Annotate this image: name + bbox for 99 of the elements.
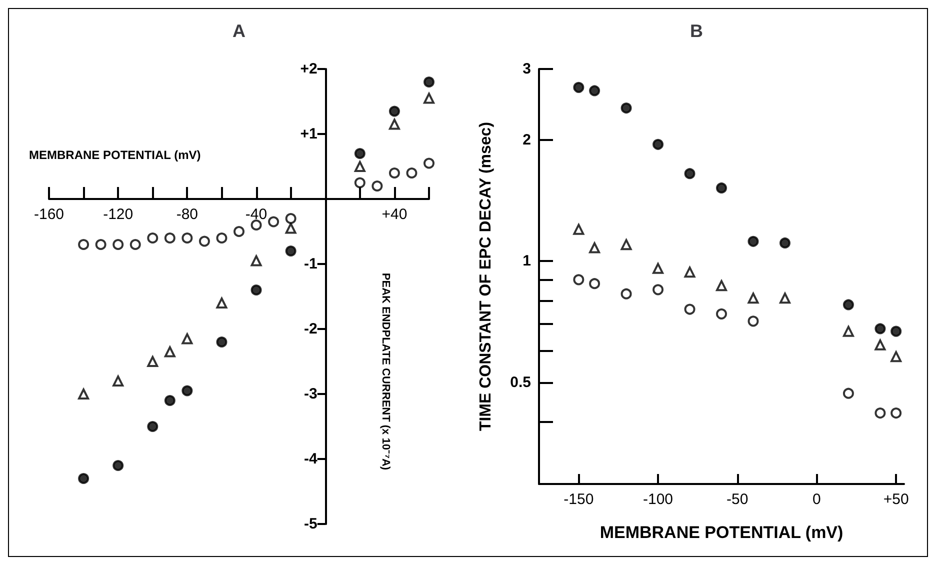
point: [354, 161, 366, 172]
point: [182, 232, 193, 244]
point: [748, 236, 759, 247]
point: [164, 346, 176, 358]
y-tick-label: -2: [304, 320, 318, 338]
y-tick-label: -4: [304, 450, 318, 468]
point: [285, 222, 296, 234]
point: [652, 284, 664, 296]
point: [372, 180, 383, 192]
point: [874, 339, 886, 350]
point: [250, 284, 262, 296]
point: [842, 388, 854, 399]
x-tick-label: -150: [564, 491, 594, 508]
y-tick-label: 1: [522, 252, 531, 270]
point: [95, 239, 106, 250]
point: [164, 395, 176, 406]
point: [182, 333, 193, 344]
point: [620, 288, 632, 300]
point: [573, 82, 584, 93]
point: [779, 237, 790, 248]
point: [874, 408, 886, 419]
point: [842, 326, 854, 337]
point: [78, 388, 90, 400]
point: [78, 239, 90, 250]
y-tick-label: 0.5: [510, 374, 531, 392]
point: [147, 356, 158, 367]
point: [388, 118, 400, 130]
point: [354, 148, 366, 159]
point: [652, 138, 664, 150]
y-tick-label: -1: [304, 256, 318, 272]
point: [573, 224, 584, 235]
point: [198, 236, 210, 247]
x-tick-label: -160: [34, 206, 64, 223]
point: [182, 385, 193, 396]
point: [748, 316, 759, 327]
point: [406, 168, 418, 178]
point: [890, 326, 902, 337]
point: [890, 351, 902, 362]
point: [354, 177, 366, 188]
x-tick-label: -120: [103, 206, 134, 223]
point: [716, 308, 727, 320]
point: [874, 323, 886, 334]
y-tick-label: +1: [300, 126, 318, 142]
point: [216, 232, 228, 244]
point: [388, 106, 400, 117]
point: [748, 292, 759, 304]
x-tick-label: +40: [382, 206, 408, 223]
point: [147, 232, 158, 244]
point: [684, 168, 696, 180]
point: [285, 246, 296, 256]
y-tick-label: 2: [522, 131, 531, 148]
point: [620, 102, 632, 114]
y-tick-label: -5: [304, 516, 318, 532]
chart-title: A: [232, 21, 246, 41]
point: [285, 213, 296, 224]
point: [78, 473, 90, 484]
point: [620, 239, 632, 250]
point: [250, 255, 262, 266]
point: [388, 168, 400, 178]
point: [589, 242, 600, 254]
point: [716, 280, 727, 292]
x-tick-label: 0: [812, 491, 821, 508]
point: [684, 304, 696, 315]
x-tick-label: +50: [883, 491, 909, 508]
point: [890, 408, 902, 419]
point: [842, 299, 854, 310]
y-axis-title: PEAK ENDPLATE CURRENT (x 10⁻⁷A): [379, 272, 392, 470]
y-tick-label: -3: [304, 386, 318, 402]
point: [589, 85, 600, 96]
point: [652, 262, 664, 274]
point: [112, 376, 124, 386]
x-tick-label: -80: [176, 206, 198, 223]
point: [130, 239, 141, 250]
point: [716, 182, 727, 194]
point: [573, 274, 584, 286]
point: [424, 92, 434, 104]
point: [112, 460, 124, 471]
y-tick-label: +2: [300, 60, 318, 78]
point: [216, 336, 228, 348]
point: [112, 239, 124, 250]
point: [424, 76, 434, 88]
x-tick-label: -40: [245, 206, 268, 223]
x-axis-title: MEMBRANE POTENTIAL (mV): [600, 523, 844, 542]
x-tick-label: -50: [726, 491, 748, 508]
point: [164, 232, 176, 244]
point: [424, 158, 434, 169]
point: [250, 220, 262, 230]
point: [268, 216, 280, 228]
point: [779, 292, 790, 304]
y-tick-label: 3: [522, 60, 531, 78]
x-tick-label: -100: [643, 491, 674, 508]
point: [147, 421, 158, 432]
point: [589, 278, 600, 290]
y-axis-title: TIME CONSTANT OF EPC DECAY (msec): [478, 122, 494, 432]
point: [684, 266, 696, 278]
chart-title: B: [690, 21, 703, 41]
point: [216, 298, 228, 308]
point: [234, 226, 244, 237]
x-axis-title: MEMBRANE POTENTIAL (mV): [29, 148, 201, 162]
